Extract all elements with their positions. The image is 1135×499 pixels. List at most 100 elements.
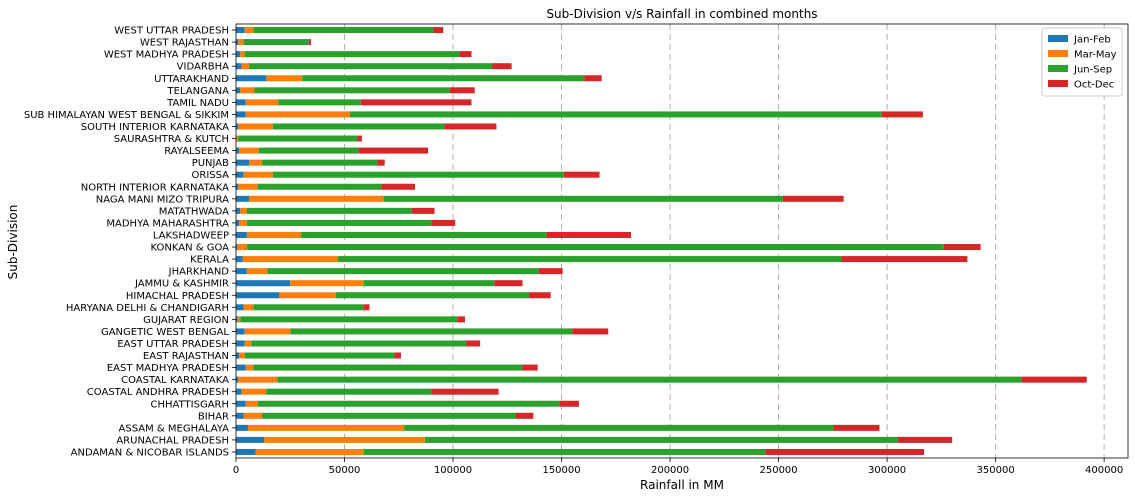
bar-segment	[236, 304, 244, 311]
bar-segment	[278, 99, 361, 106]
bar-segment	[253, 304, 365, 311]
bar-segment	[236, 436, 265, 443]
bar-segment	[236, 39, 239, 46]
bar-segment	[247, 244, 944, 251]
bar-segment	[424, 436, 898, 443]
bar-segment	[335, 292, 529, 299]
bar-segment	[236, 111, 246, 118]
bar-segment	[411, 207, 435, 214]
y-tick-label: SOUTH INTERIOR KARNATAKA	[81, 122, 229, 133]
bar-segment	[238, 183, 258, 190]
bar-segment	[1021, 376, 1087, 383]
y-tick-label: LAKSHADWEEP	[153, 230, 229, 241]
bar-segment	[383, 195, 783, 202]
y-tick-label: JAMMU & KASHMIR	[134, 279, 229, 290]
bar-segment	[572, 328, 609, 335]
bar-segment	[444, 123, 497, 130]
bar-segment	[239, 352, 245, 359]
bar-segment	[257, 183, 382, 190]
y-tick-label: WEST MADHYA PRADESH	[104, 50, 229, 61]
bar-segment	[528, 292, 551, 299]
bar-segment	[364, 280, 495, 287]
y-axis-title: Sub-Division	[6, 205, 20, 280]
bar-segment	[394, 352, 401, 359]
legend[interactable]: Jan-Feb Mar-May Jun-Sep Oct-Dec	[1041, 27, 1123, 97]
x-tick-label: 300000	[868, 465, 906, 476]
bar-segment	[240, 87, 255, 94]
y-tick-label: GANGETIC WEST BENGAL	[101, 327, 229, 338]
bar-segment	[381, 183, 416, 190]
legend-label: Oct-Dec	[1074, 80, 1114, 91]
bar-segment	[243, 304, 254, 311]
y-tick-label: HIMACHAL PRADESH	[126, 291, 229, 302]
x-tick-label: 250000	[759, 465, 797, 476]
bar-segment	[244, 51, 460, 58]
bar-segment	[236, 123, 239, 130]
y-tick-label: ORISSA	[192, 170, 230, 181]
plot-frame	[235, 23, 1129, 459]
x-tick-label: 100000	[434, 465, 472, 476]
y-tick-label: MADHYA MAHARASHTRA	[106, 218, 229, 229]
x-tick-label: 150000	[542, 465, 580, 476]
bar-segment	[245, 364, 254, 371]
x-tick-label: 50000	[329, 465, 361, 476]
bar-segment	[249, 195, 384, 202]
y-tick-label: NAGA MANI MIZO TRIPURA	[96, 194, 229, 205]
bar-segment	[237, 244, 248, 251]
bar-segment	[833, 424, 880, 431]
y-tick-label: RAYALSEEMA	[164, 146, 229, 157]
y-tick-label: JHARKHAND	[168, 267, 230, 278]
y-tick-label: TELANGANA	[167, 86, 230, 97]
legend-label: Jun-Sep	[1073, 65, 1112, 76]
bar-segment	[267, 268, 539, 275]
y-tick-label: KONKAN & GOA	[150, 243, 229, 254]
y-tick-label: VIDARBHA	[177, 62, 229, 73]
bar-segment	[236, 75, 267, 82]
x-tick-label: 0	[233, 465, 239, 476]
bar-segment	[431, 388, 499, 395]
bar-segment	[242, 256, 339, 263]
bar-segment	[492, 63, 512, 70]
bar-segment	[254, 87, 450, 94]
x-tick-label: 200000	[651, 465, 689, 476]
bar-segment	[251, 340, 467, 347]
bar-segment	[559, 400, 579, 407]
bar-segment	[245, 400, 258, 407]
bar-segment	[338, 256, 842, 263]
bar-segment	[236, 328, 245, 335]
bar-segment	[272, 123, 445, 130]
bar-segment	[236, 171, 244, 178]
bar-segment	[897, 436, 953, 443]
y-tick-label: EAST MADHYA PRADESH	[107, 363, 229, 374]
bar-segment	[262, 159, 378, 166]
bar-segment	[240, 51, 245, 58]
bar-segment	[238, 135, 358, 142]
y-tick-label: WEST RAJASTHAN	[140, 38, 229, 49]
bar-segment	[244, 27, 254, 34]
bar-segment	[246, 231, 302, 238]
bar-segment	[243, 39, 309, 46]
x-axis-title: Rainfall in MM	[640, 478, 724, 492]
bar-segment	[237, 316, 241, 323]
y-tick-label: ANDAMAN & NICOBAR ISLANDS	[71, 447, 229, 458]
bar-segment	[466, 340, 481, 347]
bar-segment	[243, 412, 263, 419]
bar-segment	[238, 123, 273, 130]
y-tick-label: KERALA	[190, 255, 229, 266]
bar-segment	[404, 424, 834, 431]
bar-segment	[238, 376, 278, 383]
bar-segment	[277, 376, 1022, 383]
bar-segment	[244, 328, 291, 335]
bar-segment	[457, 316, 465, 323]
y-tick-label: MATATHWADA	[159, 206, 229, 217]
bar-segment	[239, 147, 259, 154]
bar-segment	[236, 400, 246, 407]
bar-segment	[360, 99, 472, 106]
bar-segment	[301, 231, 547, 238]
bar-segment	[236, 280, 291, 287]
bar-segment	[364, 304, 370, 311]
y-tick-label: SUB HIMALAYAN WEST BENGAL & SIKKIM	[24, 110, 229, 121]
x-tick-label: 350000	[977, 465, 1015, 476]
